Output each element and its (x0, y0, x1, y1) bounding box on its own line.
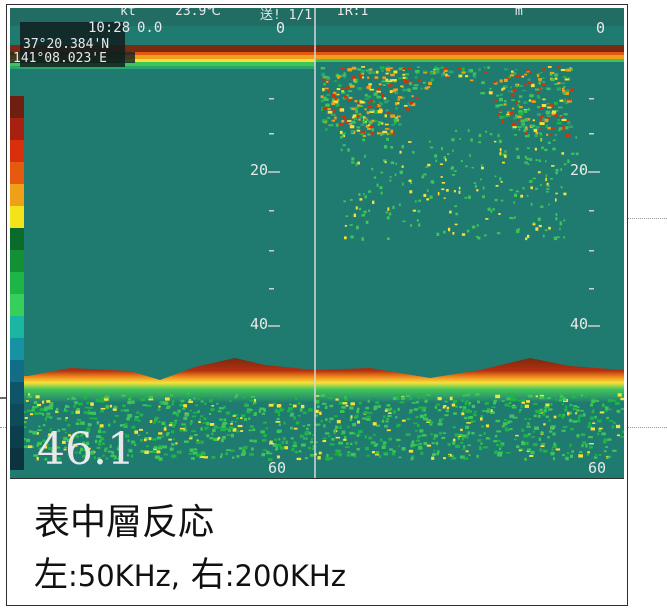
scale-right-60: 60 (588, 459, 607, 477)
latitude-readout: 37°20.384'N (23, 37, 110, 52)
scale-right-40: 40 (570, 315, 589, 333)
time-readout: 10:28 (88, 20, 131, 36)
depth-readout: 46.1 (37, 424, 135, 475)
colon: : (224, 559, 235, 593)
transmit-status: 送! 1/1 (260, 8, 313, 23)
ir-status: IR:1 (337, 8, 369, 19)
slide-rule (626, 427, 667, 428)
left-label: 左 (34, 555, 68, 595)
right-frequency: 200KHz (234, 559, 346, 593)
scale-left-0: 0 (276, 19, 286, 37)
left-frequency: 50KHz (77, 559, 171, 593)
slide-rule (626, 218, 667, 219)
longitude-readout: 141°08.023'E (13, 51, 107, 66)
scale-left-20: 20 (250, 161, 269, 179)
temperature-readout: 23.9℃ (175, 8, 221, 19)
depth-unit: m (515, 8, 523, 19)
colon: : (68, 559, 78, 593)
figure-caption: 表中層反応 左:50KHz, 右:200KHz (10, 478, 624, 601)
caption-title: 表中層反応 (34, 502, 215, 543)
scale-right-0: 0 (596, 19, 606, 37)
scale-right-20: 20 (570, 161, 589, 179)
right-label: 右 (190, 555, 225, 595)
scale-left-60: 60 (268, 459, 287, 477)
caption-frequencies: 左:50KHz, 右:200KHz (34, 547, 346, 596)
separator: , (170, 559, 180, 593)
speed-unit: kt (120, 8, 136, 19)
slide-rule (0, 427, 10, 428)
time-suffix: 0.0 (137, 20, 163, 36)
color-scale-bar (10, 96, 24, 470)
scale-left-40: 40 (250, 315, 269, 333)
echogram (10, 8, 624, 478)
echo-sounder-image: kt 23.9℃ 送! 1/1 IR:1 m 10:28 0.0 37°20.3… (10, 8, 624, 478)
